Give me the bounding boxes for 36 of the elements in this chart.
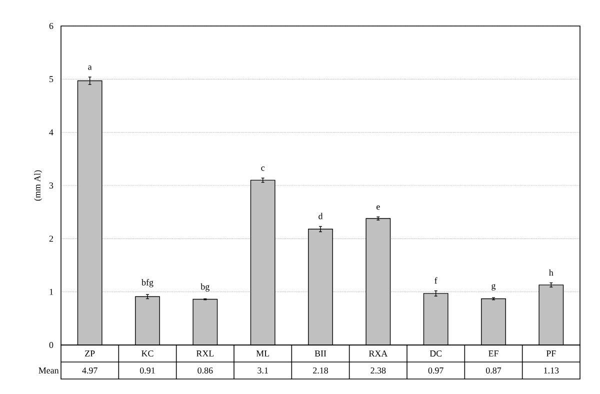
annotation: g: [492, 284, 496, 290]
data-label: 0.87: [486, 367, 502, 374]
y-tick-label: 2: [49, 236, 53, 242]
x-tick-label: RXL: [196, 350, 214, 356]
data-label: 3.1: [258, 367, 268, 374]
data-label: 2.38: [370, 367, 386, 374]
data-label: 4.97: [82, 367, 98, 374]
annotation: bfg: [142, 279, 154, 288]
data-label: 1.13: [544, 367, 559, 374]
data-label: 0.97: [428, 367, 444, 374]
x-tick-label: DC: [430, 350, 442, 357]
data-label: 0.86: [198, 367, 213, 374]
annotation: bg: [200, 283, 210, 292]
annotation: e: [376, 205, 380, 210]
y-axis-title: (mm Al): [34, 170, 42, 201]
x-tick-label: KC: [142, 350, 154, 357]
text: Mean: [38, 368, 59, 374]
annotation: f: [434, 277, 438, 284]
x-tick-label: RXA: [368, 350, 388, 356]
data-label: 2.18: [313, 367, 328, 374]
y-tick-label: 3: [49, 182, 54, 189]
annotation: c: [261, 166, 265, 171]
annotation: d: [318, 212, 323, 220]
y-tick-label: 0: [49, 342, 54, 348]
y-tick-label: 6: [49, 22, 54, 30]
y-tick-label: 1: [50, 288, 53, 295]
annotation: a: [88, 66, 92, 70]
x-tick-label: EF: [488, 350, 498, 356]
x-tick-label: ZP: [85, 350, 95, 356]
x-tick-label: BII: [314, 350, 326, 356]
y-tick-label: 5: [50, 76, 54, 82]
y-tick-label: 4: [49, 129, 54, 136]
annotation: h: [549, 269, 554, 276]
x-tick-label: PF: [546, 350, 556, 356]
data-label: 0.91: [140, 367, 155, 374]
x-tick-label: ML: [256, 350, 270, 356]
